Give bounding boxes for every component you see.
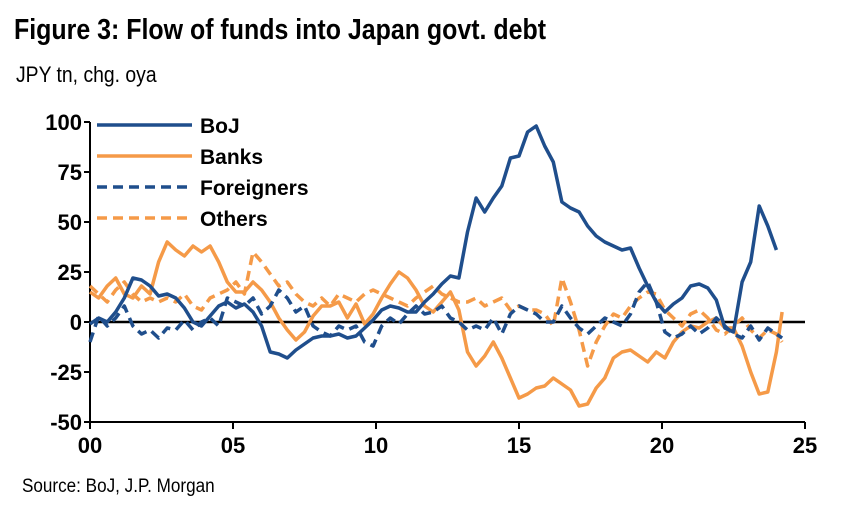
legend-background bbox=[95, 110, 330, 232]
y-tick-label: 0 bbox=[70, 310, 82, 335]
series-group bbox=[88, 124, 784, 408]
x-tick-label: 20 bbox=[650, 433, 674, 458]
y-tick-label: 50 bbox=[58, 210, 82, 235]
series-line-boj bbox=[88, 124, 779, 360]
y-tick-label: 25 bbox=[58, 260, 82, 285]
legend-label-boj: BoJ bbox=[200, 115, 240, 138]
legend-label-foreigners: Foreigners bbox=[200, 177, 309, 200]
series-line-foreigners bbox=[88, 280, 784, 348]
y-axis: 100 75 50 25 0 -25 -50 bbox=[45, 110, 91, 435]
chart-title: Figure 3: Flow of funds into Japan govt.… bbox=[14, 14, 547, 46]
x-tick-label: 00 bbox=[78, 433, 102, 458]
source-note: Source: BoJ, J.P. Morgan bbox=[22, 476, 215, 497]
legend: BoJ Banks Foreigners Others bbox=[95, 110, 330, 232]
x-tick-label: 15 bbox=[507, 433, 531, 458]
legend-label-banks: Banks bbox=[200, 146, 263, 169]
y-tick-label: 75 bbox=[58, 160, 82, 185]
legend-label-others: Others bbox=[200, 208, 268, 231]
x-tick-label: 05 bbox=[221, 433, 245, 458]
x-tick-label: 10 bbox=[364, 433, 388, 458]
y-tick-label: -50 bbox=[50, 410, 82, 435]
y-tick-label: 100 bbox=[45, 110, 82, 135]
x-tick-label: 25 bbox=[793, 433, 817, 458]
chart-subtitle: JPY tn, chg. oya bbox=[16, 62, 157, 87]
y-tick-label: -25 bbox=[50, 360, 82, 385]
x-axis: 00 05 10 15 20 25 bbox=[78, 421, 817, 458]
